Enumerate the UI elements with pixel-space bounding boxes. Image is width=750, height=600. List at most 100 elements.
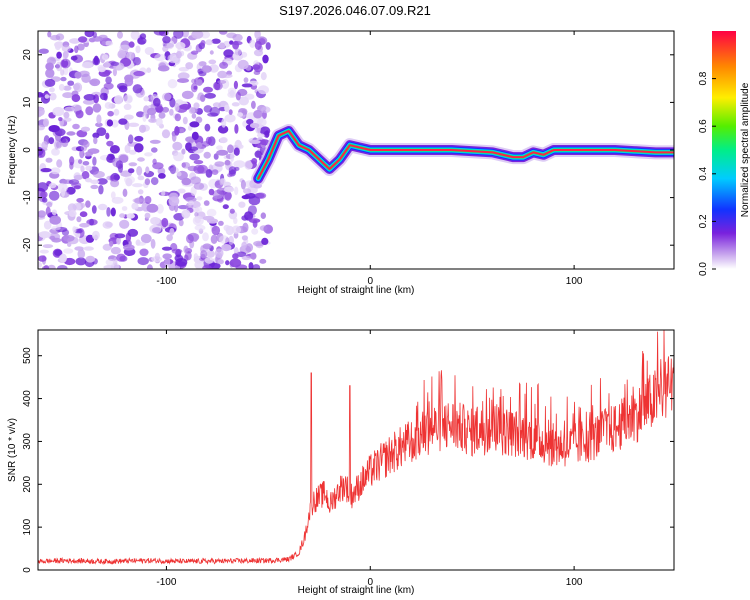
heatmap-noise-cell: [217, 259, 224, 265]
heatmap-noise-cell: [150, 217, 161, 225]
heatmap-noise-cell: [243, 77, 249, 83]
heatmap-noise-cell: [95, 122, 103, 128]
heatmap-noise-cell: [38, 107, 45, 117]
colorbar-tick-label: 0.6: [698, 119, 709, 133]
heatmap-noise-cell: [38, 146, 44, 156]
heatmap-noise-cell: [134, 197, 147, 205]
heatmap-noise-cell: [110, 246, 121, 255]
heatmap-noise-cell: [127, 228, 139, 237]
heatmap-noise-cell: [178, 219, 184, 227]
heatmap-noise-cell: [249, 122, 260, 129]
colorbar-label: Normalized spectral amplitude: [740, 82, 750, 217]
colorbar-gradient: [712, 31, 736, 269]
heatmap-noise-cell: [164, 257, 171, 267]
heatmap-noise-cell: [224, 159, 231, 166]
heatmap-noise-cell: [224, 114, 236, 123]
heatmap-noise-cell: [154, 252, 160, 261]
heatmap-noise-cell: [68, 210, 77, 217]
heatmap-noise-cell: [128, 168, 135, 174]
heatmap-noise-cell: [40, 191, 48, 199]
heatmap-noise-cell: [144, 212, 151, 219]
heatmap-noise-cell: [123, 114, 134, 120]
heatmap-noise-cell: [76, 129, 88, 138]
heatmap-ridge-layer-5: [257, 130, 674, 180]
heatmap-noise-cell: [62, 92, 74, 99]
heatmap-noise-cell: [190, 50, 199, 55]
heatmap-noise-cell: [146, 264, 153, 269]
heatmap-noise-cell: [194, 215, 201, 224]
heatmap-noise-cell: [232, 33, 243, 42]
heatmap-noise-cell: [48, 125, 60, 133]
heatmap-noise-cell: [42, 244, 54, 249]
heatmap-noise-cell: [211, 225, 221, 236]
x-tick-label: 0: [367, 276, 373, 287]
heatmap-noise-cell: [175, 258, 188, 267]
heatmap-noise-cell: [106, 119, 114, 127]
heatmap-noise-cell: [148, 118, 158, 123]
heatmap-noise-cell: [241, 195, 251, 200]
heatmap-noise-cell: [161, 217, 169, 228]
heatmap-noise-cell: [100, 92, 108, 101]
colorbar-tick-label: 0.4: [698, 166, 709, 180]
heatmap-noise-cell: [96, 127, 107, 136]
heatmap-noise-cell: [255, 192, 267, 199]
heatmap-noise-cell: [63, 111, 70, 119]
heatmap-noise-cell: [113, 174, 121, 181]
heatmap-noise-cell: [235, 91, 241, 101]
heatmap-noise-cell: [241, 241, 247, 250]
heatmap-noise-cell: [218, 235, 229, 244]
heatmap-noise-cell: [240, 179, 246, 190]
heatmap-noise-cell: [188, 106, 196, 115]
heatmap-noise-cell: [204, 92, 216, 99]
heatmap-noise-cell: [228, 235, 234, 245]
heatmap-noise-cell: [169, 228, 175, 236]
heatmap-noise-cell: [133, 57, 141, 66]
heatmap-noise-cell: [150, 177, 159, 186]
heatmap-noise-cell: [44, 78, 56, 87]
heatmap-noise-cell: [246, 118, 254, 125]
heatmap-noise-cell: [189, 153, 200, 161]
heatmap-noise-cell: [259, 139, 270, 146]
heatmap-noise-cell: [245, 243, 254, 253]
heatmap-noise-cell: [231, 225, 242, 234]
heatmap-noise-cell: [38, 124, 45, 131]
heatmap-noise-cell: [252, 64, 261, 70]
heatmap-noise-cell: [208, 188, 215, 196]
heatmap-noise-cell: [150, 238, 156, 249]
heatmap-noise-cell: [110, 61, 120, 66]
heatmap-noise-cell: [139, 124, 146, 133]
heatmap-noise-cell: [80, 202, 86, 209]
y-tick-label: 400: [22, 390, 33, 407]
heatmap-noise-cell: [61, 45, 71, 53]
heatmap-noise-cell: [124, 74, 134, 83]
heatmap-noise-cell: [172, 141, 183, 151]
heatmap-noise-cell: [137, 37, 147, 45]
heatmap-noise-cell: [50, 34, 61, 41]
heatmap-noise-cell: [132, 84, 143, 94]
heatmap-noise-cell: [109, 145, 120, 154]
heatmap-noise-cell: [214, 161, 225, 167]
heatmap-noise-cell: [119, 219, 130, 229]
heatmap-noise-cell: [80, 165, 85, 173]
heatmap-noise-cell: [90, 179, 100, 184]
heatmap-noise-cell: [116, 237, 121, 245]
heatmap-noise-cell: [140, 233, 152, 244]
heatmap-noise-cell: [51, 209, 58, 216]
heatmap-noise-cell: [71, 94, 81, 103]
heatmap-noise-cell: [76, 216, 82, 223]
heatmap-noise-cell: [46, 201, 53, 208]
heatmap-noise-cell: [217, 80, 227, 84]
x-tick-label: 100: [566, 577, 583, 588]
heatmap-noise-cell: [107, 110, 114, 117]
heatmap-noise-cell: [200, 94, 206, 102]
heatmap-noise-cell: [92, 170, 105, 179]
heatmap-noise-cell: [50, 167, 61, 175]
heatmap-noise-cell: [78, 36, 88, 43]
heatmap-noise-cell: [58, 83, 65, 91]
heatmap-noise-cell: [80, 126, 91, 132]
heatmap-noise-cell: [85, 151, 93, 156]
y-tick-label: 200: [22, 476, 33, 493]
heatmap-noise-cell: [48, 182, 57, 189]
heatmap-noise-cell: [85, 200, 91, 208]
heatmap-noise-cell: [241, 83, 253, 88]
